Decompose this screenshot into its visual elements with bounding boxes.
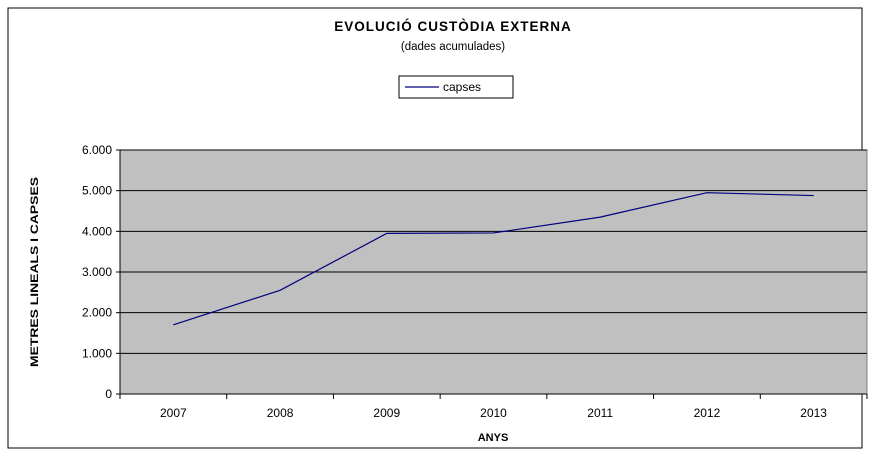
gridlines	[120, 149, 867, 354]
x-tick-label-2010: 2010	[480, 406, 507, 420]
series-line-capses	[173, 192, 814, 326]
x-tick-label-2009: 2009	[373, 406, 400, 420]
axes	[116, 149, 868, 399]
y-tick-label-5: 5.000	[82, 184, 112, 198]
x-tick-label-2007: 2007	[160, 406, 187, 420]
y-tick-label-6: 6.000	[82, 143, 112, 157]
x-axis-title: ANYS	[478, 432, 509, 444]
y-tick-label-1: 1.000	[82, 346, 112, 360]
x-tick-label-2008: 2008	[267, 406, 294, 420]
chart-title: EVOLUCIÓ CUSTÒDIA EXTERNA	[334, 19, 572, 34]
legend-box	[398, 75, 514, 99]
y-tick-label-0: 0	[105, 387, 112, 401]
x-tick-label-2012: 2012	[694, 406, 721, 420]
x-axis-tick-labels: 2007 2008 2009 2010 2011 2012 2013	[160, 406, 827, 420]
chart-subtitle: (dades acumulades)	[401, 41, 505, 53]
legend-label-capses: capses	[443, 80, 481, 94]
legend: capses	[398, 75, 514, 99]
x-tick-label-2013: 2013	[800, 406, 827, 420]
y-axis-title: METRES LINEALS I CAPSES	[29, 177, 41, 367]
x-tick-label-2011: 2011	[587, 406, 613, 420]
y-tick-label-3: 3.000	[82, 265, 112, 279]
y-tick-label-2: 2.000	[82, 306, 112, 320]
y-axis-tick-labels: 0 1.000 2.000 3.000 4.000 5.000 6.000	[82, 143, 112, 401]
series-lines	[173, 192, 814, 326]
y-tick-label-4: 4.000	[82, 224, 112, 238]
